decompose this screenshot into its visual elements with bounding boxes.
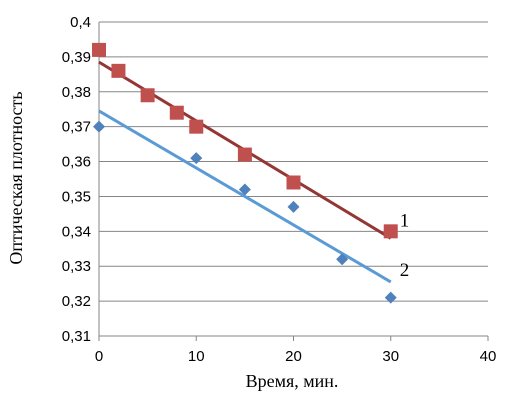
grid-lines <box>99 21 488 302</box>
y-tick-label: 0,38 <box>62 84 91 101</box>
y-tick-label: 0,36 <box>62 154 91 171</box>
tick-labels: 0,31 0,32 0,33 0,34 0,35 0,36 0,37 0,38 0,39 0,4 0… <box>62 14 497 365</box>
x-tick-label: 10 <box>188 348 205 365</box>
y-tick-label: 0,34 <box>62 223 91 240</box>
data-point-series-1 <box>383 224 398 239</box>
x-tick-label: 20 <box>285 348 302 365</box>
y-tick-label: 0,39 <box>62 49 91 66</box>
series-label-2: 2 <box>400 260 410 281</box>
data-point-series-1 <box>169 105 184 120</box>
data-point-series-1 <box>92 42 106 57</box>
x-axis-title: Время, мин. <box>246 371 339 391</box>
data-point-series-1 <box>189 119 204 134</box>
x-tick-label: 30 <box>382 348 399 365</box>
series-label-1: 1 <box>400 210 410 231</box>
data-point-series-1 <box>286 175 301 190</box>
y-tick-label: 0,37 <box>62 119 91 136</box>
data-point-series-2 <box>336 253 349 266</box>
series-labels: 12 <box>400 210 410 281</box>
data-point-series-2 <box>190 152 203 165</box>
y-tick-label: 0,33 <box>62 258 91 275</box>
data-points <box>92 42 398 304</box>
data-point-series-2 <box>384 291 397 304</box>
data-point-series-1 <box>111 63 126 78</box>
x-tick-label: 0 <box>95 348 103 365</box>
y-tick-label: 0,35 <box>62 188 91 205</box>
y-tick-label: 0,31 <box>62 328 91 345</box>
data-point-series-2 <box>287 200 300 213</box>
data-point-series-1 <box>237 147 252 162</box>
y-axis-title: Оптическая плотность <box>6 91 26 264</box>
y-tick-label: 0,4 <box>70 14 91 31</box>
axes <box>98 22 489 341</box>
y-tick-label: 0,32 <box>62 293 91 310</box>
data-point-series-2 <box>238 183 251 196</box>
data-point-series-1 <box>140 88 155 103</box>
x-tick-label: 40 <box>480 348 497 365</box>
data-point-series-2 <box>93 120 105 133</box>
